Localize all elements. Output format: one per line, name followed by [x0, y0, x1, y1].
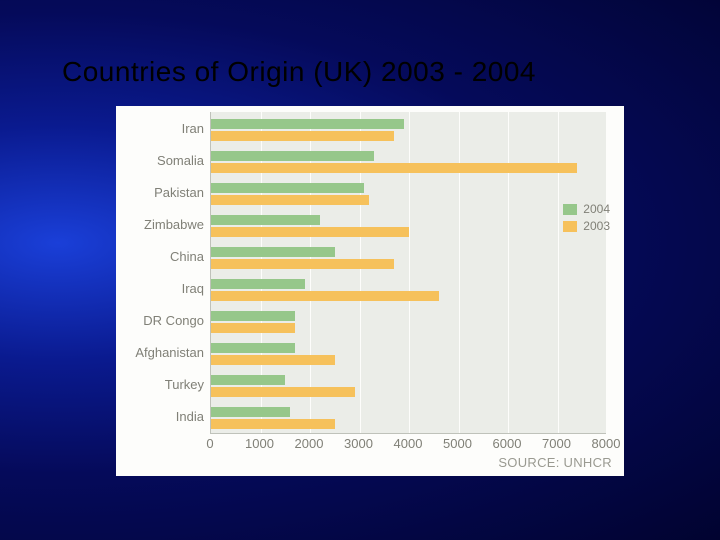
bar-2003: [211, 227, 409, 237]
bar-2003: [211, 291, 439, 301]
chart-row: [211, 276, 606, 308]
x-tick-label: 5000: [443, 436, 472, 451]
chart-panel: 2004 2003 SOURCE: UNHCR 0 1000 2000 3000 4000…: [116, 106, 624, 476]
bar-2004: [211, 279, 305, 289]
bar-2004: [211, 343, 295, 353]
bar-2003: [211, 355, 335, 365]
page-title: Countries of Origin (UK) 2003 - 2004: [62, 56, 536, 88]
chart-row: [211, 180, 606, 212]
chart-row: [211, 308, 606, 340]
bar-2004: [211, 375, 285, 385]
bar-2004: [211, 183, 364, 193]
y-label: Pakistan: [116, 185, 204, 200]
x-tick-label: 0: [206, 436, 213, 451]
bar-2004: [211, 407, 290, 417]
y-label: India: [116, 409, 204, 424]
x-tick-label: 4000: [394, 436, 423, 451]
bar-2003: [211, 419, 335, 429]
x-tick-label: 8000: [592, 436, 621, 451]
legend-item: 2003: [563, 219, 610, 233]
legend-label: 2004: [583, 202, 610, 216]
legend-swatch: [563, 221, 577, 232]
y-label: Turkey: [116, 377, 204, 392]
y-label: DR Congo: [116, 313, 204, 328]
legend-label: 2003: [583, 219, 610, 233]
bar-2003: [211, 163, 577, 173]
legend-item: 2004: [563, 202, 610, 216]
plot-area: [210, 112, 606, 434]
chart-row: [211, 212, 606, 244]
chart-row: [211, 404, 606, 436]
y-label: Afghanistan: [116, 345, 204, 360]
y-label: Iraq: [116, 281, 204, 296]
bar-2004: [211, 215, 320, 225]
bar-2004: [211, 247, 335, 257]
y-label: Zimbabwe: [116, 217, 204, 232]
chart-row: [211, 148, 606, 180]
gridline: [607, 112, 608, 433]
chart-row: [211, 244, 606, 276]
chart-row: [211, 340, 606, 372]
bar-2004: [211, 119, 404, 129]
bar-2003: [211, 131, 394, 141]
x-tick-label: 2000: [295, 436, 324, 451]
bar-2004: [211, 151, 374, 161]
y-label: Iran: [116, 121, 204, 136]
x-tick-label: 3000: [344, 436, 373, 451]
bar-2003: [211, 323, 295, 333]
chart-row: [211, 372, 606, 404]
chart-row: [211, 116, 606, 148]
x-tick-label: 6000: [493, 436, 522, 451]
legend-swatch: [563, 204, 577, 215]
x-tick-label: 7000: [542, 436, 571, 451]
bar-2003: [211, 387, 355, 397]
bar-2003: [211, 259, 394, 269]
x-tick-label: 1000: [245, 436, 274, 451]
legend: 2004 2003: [563, 202, 610, 236]
bar-2004: [211, 311, 295, 321]
source-label: SOURCE: UNHCR: [498, 455, 612, 470]
y-label: Somalia: [116, 153, 204, 168]
y-label: China: [116, 249, 204, 264]
bar-2003: [211, 195, 369, 205]
